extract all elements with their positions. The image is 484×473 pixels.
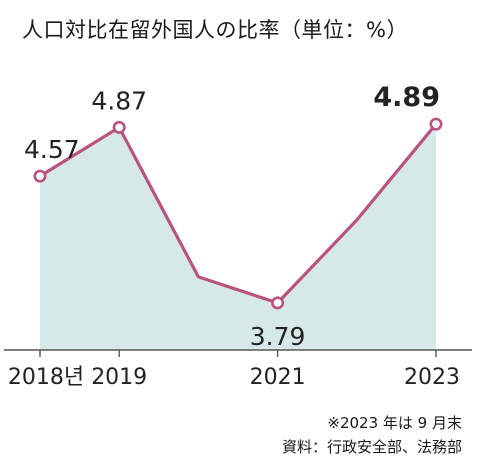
series-line: [38, 122, 438, 305]
data-label: 3.79: [250, 322, 306, 351]
data-label: 4.89: [373, 82, 440, 113]
source-note: 資料：行政安全部、法務部: [281, 438, 462, 456]
area-layer: [40, 124, 436, 350]
x-tick-label: 2019: [91, 365, 147, 390]
line-layer: [38, 122, 438, 305]
data-point-marker: [112, 120, 126, 134]
chart-canvas: 4.57 4.87 3.79 4.89 2018년 2019 2021 2023: [4, 82, 472, 390]
tick-layer: 2018년 2019 2021 2023: [8, 365, 460, 390]
axis-layer: [4, 349, 472, 357]
chart-title: 人口対比在留外国人の比率（単位：%）: [22, 18, 408, 42]
area-fill: [40, 124, 436, 350]
x-tick-label: 2018년: [8, 365, 84, 390]
x-tick-label: 2021: [250, 365, 306, 390]
marker-layer: [33, 117, 443, 310]
data-label: 4.57: [24, 135, 80, 164]
note-period: ※2023 年は 9 月末: [327, 414, 462, 432]
data-point-marker: [429, 117, 443, 131]
label-layer: 4.57 4.87 3.79 4.89: [24, 82, 440, 351]
data-label: 4.87: [91, 86, 147, 115]
data-point-marker: [33, 169, 47, 183]
data-point-marker: [271, 296, 285, 310]
x-tick-label: 2023: [404, 365, 460, 390]
